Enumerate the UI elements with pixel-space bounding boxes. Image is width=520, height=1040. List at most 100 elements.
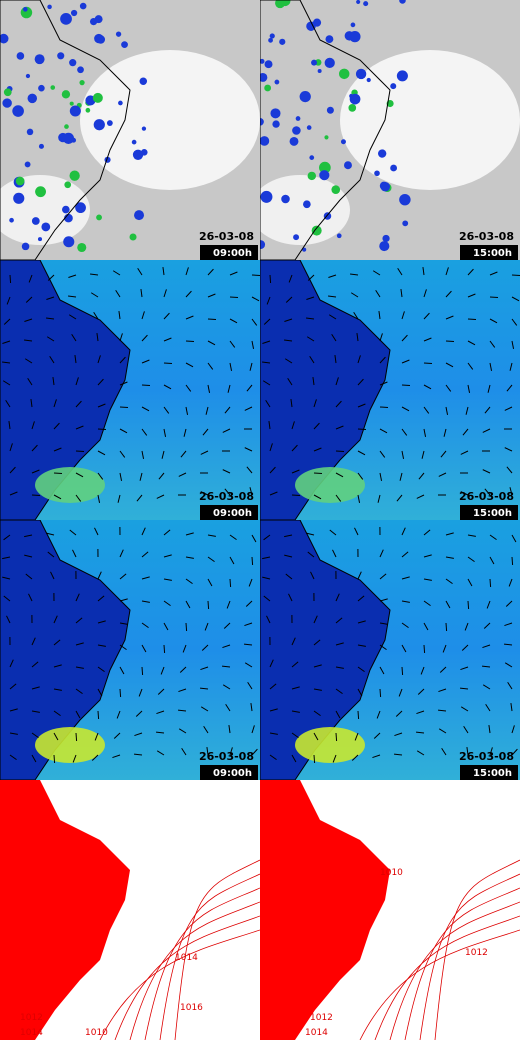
- wind-arrow: [401, 359, 410, 364]
- land: [260, 780, 390, 1040]
- wind-arrow: [9, 443, 13, 452]
- satellite-panel: 26-03-08 09:00h: [0, 0, 260, 260]
- wind-arrow: [461, 644, 469, 651]
- wind-arrow: [75, 642, 84, 646]
- contour-label: 1014: [305, 1028, 328, 1038]
- wind-arrow: [489, 318, 498, 324]
- wind-arrow: [185, 406, 189, 415]
- wind-panel: 26-03-08 09:00h: [0, 260, 260, 520]
- cloud-cell: [274, 79, 280, 85]
- cloud-cell: [264, 60, 273, 69]
- wind-arrow: [249, 362, 253, 371]
- wind-arrow: [97, 688, 103, 697]
- cloud-cell: [399, 0, 406, 4]
- cloud-cell: [77, 66, 84, 74]
- cloud-cell: [317, 68, 322, 73]
- wind-arrow: [163, 289, 167, 298]
- wind-arrow: [3, 318, 11, 325]
- wind-arrow: [353, 312, 359, 320]
- wind-arrow: [31, 686, 40, 690]
- wind-panel: 26-03-08 09:00h: [0, 520, 260, 780]
- wind-arrow: [511, 296, 520, 302]
- cloud-cell: [115, 31, 122, 37]
- wind-arrow: [67, 295, 77, 298]
- wind-arrow: [163, 554, 172, 558]
- cloud-cell: [140, 148, 148, 156]
- wind-arrow: [178, 472, 187, 477]
- wind-arrow: [445, 578, 453, 585]
- cloud-cell: [324, 57, 335, 68]
- wind-arrow: [327, 295, 337, 298]
- wind-arrow: [357, 710, 360, 720]
- wind-arrow: [2, 556, 11, 560]
- wind-arrow: [53, 754, 56, 764]
- wind-arrow: [134, 732, 143, 737]
- wind-arrow: [45, 317, 55, 320]
- cloud-cell: [141, 126, 147, 131]
- wind-arrow: [465, 406, 469, 415]
- wind-arrow: [313, 688, 322, 691]
- wind-arrow: [511, 318, 518, 326]
- wind-arrow: [401, 551, 409, 558]
- wind-arrow: [229, 578, 232, 588]
- wind-arrow: [163, 428, 167, 437]
- wind-arrow: [467, 534, 476, 537]
- wind-arrow: [357, 378, 364, 386]
- wind-arrow: [155, 731, 165, 734]
- wind-arrow: [185, 532, 194, 536]
- wind-arrow: [97, 355, 101, 364]
- wind-arrow: [335, 400, 342, 408]
- wind-arrow: [141, 311, 145, 320]
- wind-arrow: [9, 659, 14, 668]
- wind-arrow: [350, 292, 359, 298]
- wind-arrow: [467, 578, 473, 587]
- wind-arrow: [307, 551, 315, 558]
- cloud-cell: [319, 170, 330, 181]
- cloud-cell: [38, 84, 45, 92]
- cloud-cell: [382, 234, 390, 243]
- wind-arrow: [309, 356, 315, 364]
- wind-arrow: [251, 534, 257, 543]
- cloud-cell: [15, 176, 25, 186]
- wind-arrow: [94, 527, 99, 536]
- wind-arrow: [97, 403, 106, 408]
- cloud-cell: [340, 139, 346, 145]
- cloud-cell: [260, 190, 273, 203]
- cloud-cell: [363, 1, 369, 7]
- wind-arrow: [357, 595, 365, 602]
- wind-arrow: [185, 267, 189, 276]
- cloud-cell: [79, 79, 85, 86]
- wind-arrow: [351, 754, 359, 761]
- cloud-cell: [338, 68, 350, 80]
- wind-arrow: [24, 554, 33, 558]
- cloud-cell: [356, 0, 361, 5]
- wind-arrow: [9, 491, 18, 496]
- wind-arrow: [401, 600, 410, 603]
- wind-arrow: [379, 381, 388, 386]
- wind-arrow: [178, 688, 187, 693]
- wind-arrow: [285, 573, 293, 580]
- wind-arrow: [266, 615, 271, 624]
- wind-arrow: [313, 754, 316, 764]
- wind-arrow: [97, 644, 106, 647]
- cloud-cell: [64, 181, 72, 189]
- wind-arrow: [97, 571, 102, 580]
- wind-arrow: [251, 318, 258, 326]
- wind-arrow: [467, 556, 475, 563]
- wind-arrow: [401, 666, 404, 676]
- wind-arrow: [225, 704, 231, 712]
- wind-arrow: [423, 622, 429, 631]
- wind-arrow: [247, 682, 253, 690]
- clear-area: [260, 175, 350, 245]
- wind-arrow: [263, 318, 271, 325]
- isobar: [174, 859, 260, 1040]
- wind-arrow: [97, 710, 100, 720]
- wind-arrow: [335, 472, 344, 478]
- wind-arrow: [460, 491, 469, 496]
- wind-arrow: [269, 754, 277, 761]
- wind-arrow: [357, 450, 366, 456]
- time-box: [200, 245, 258, 260]
- wind-arrow: [418, 472, 425, 480]
- wind-arrow: [379, 598, 388, 602]
- wind-arrow: [185, 578, 193, 585]
